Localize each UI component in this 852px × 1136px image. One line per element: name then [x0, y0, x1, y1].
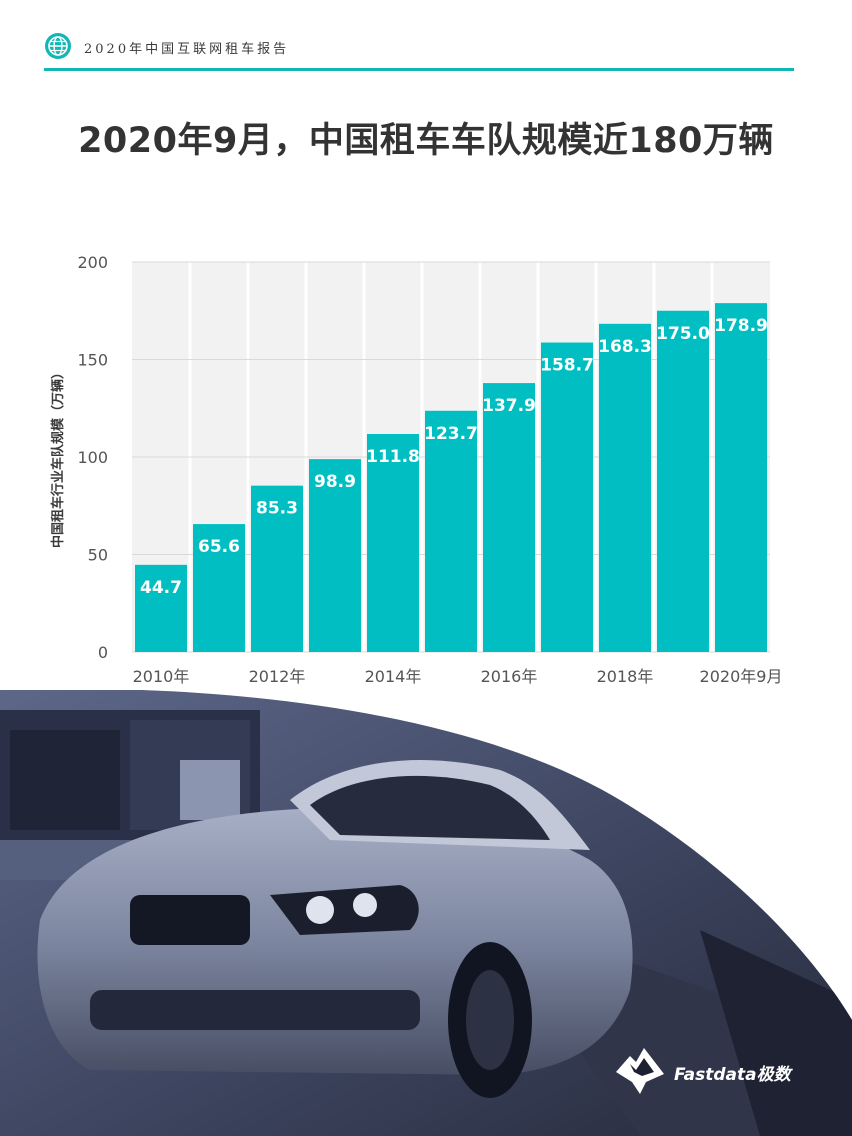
bar	[541, 342, 593, 652]
y-tick-label: 200	[77, 253, 108, 272]
y-axis-label: 中国租车行业车队规模（万辆）	[50, 366, 66, 548]
bar-value-label: 123.7	[424, 424, 478, 444]
bars: 44.7 65.6 85.3 98.9 111.8123.7137.9158.7168.…	[135, 303, 768, 652]
bar-value-label: 158.7	[540, 356, 594, 376]
header-divider	[44, 68, 794, 71]
page-title: 2020年9月，中国租车车队规模近180万辆	[78, 121, 774, 161]
bar	[483, 383, 535, 652]
bar-value-label: 168.3	[598, 337, 652, 357]
bar-value-label: 65.6	[198, 537, 240, 557]
bar-value-label: 137.9	[482, 396, 536, 416]
bar	[193, 524, 245, 652]
x-tick-label: 2012年	[249, 667, 306, 686]
x-tick-label: 2020年9月	[700, 667, 783, 686]
car-photo	[0, 690, 852, 1136]
fleet-size-bar-chart: 44.7 65.6 85.3 98.9 111.8123.7137.9158.7168.…	[50, 253, 783, 686]
mountain-logo-icon	[616, 1048, 664, 1094]
x-tick-label: 2014年	[365, 667, 422, 686]
bar-value-label: 98.9	[314, 472, 356, 492]
bar	[135, 564, 187, 652]
bar	[599, 323, 651, 652]
bar-value-label: 111.8	[366, 447, 420, 467]
bar	[657, 310, 709, 652]
bar	[251, 485, 303, 652]
y-axis-ticks: 0 50 100 150 200	[77, 253, 108, 662]
x-axis-ticks: 2010年 2012年 2014年 2016年 2018年 2020年9月	[133, 667, 783, 686]
x-tick-label: 2018年	[597, 667, 654, 686]
x-tick-label: 2010年	[133, 667, 190, 686]
y-tick-label: 150	[77, 351, 108, 370]
x-tick-label: 2016年	[481, 667, 538, 686]
y-tick-label: 0	[98, 643, 108, 662]
bar-value-label: 178.9	[714, 316, 768, 336]
brand-name: Fastdata极数	[674, 1065, 791, 1085]
brand-logo: Fastdata极数	[612, 1042, 812, 1102]
bar	[309, 459, 361, 652]
y-tick-label: 50	[88, 546, 108, 565]
bar	[715, 303, 767, 652]
bar-value-label: 85.3	[256, 499, 298, 519]
bar-value-label: 44.7	[140, 578, 182, 598]
bar	[367, 433, 419, 652]
report-title: 2020年中国互联网租车报告	[84, 42, 290, 57]
y-tick-label: 100	[77, 448, 108, 467]
globe-icon	[45, 33, 71, 59]
bar-value-label: 175.0	[656, 324, 710, 344]
report-header: 2020年中国互联网租车报告	[44, 30, 794, 71]
bar	[425, 410, 477, 652]
